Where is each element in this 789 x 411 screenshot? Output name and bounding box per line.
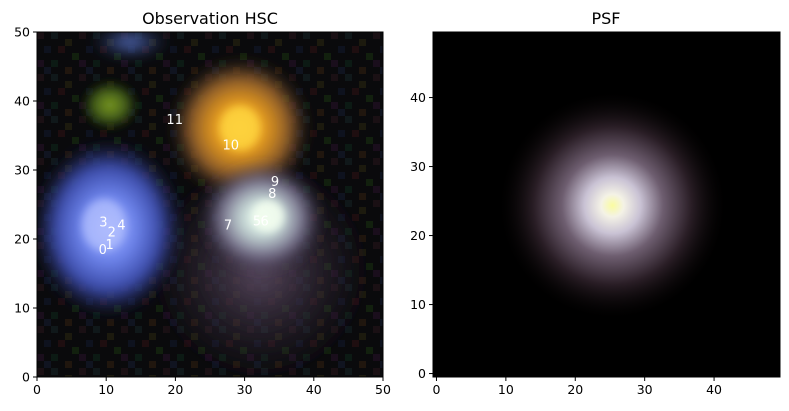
- observation-x-tick-label: 20: [167, 382, 183, 397]
- observation-y-tick-label: 10: [14, 301, 30, 316]
- psf-x-tick-label: 30: [637, 382, 653, 397]
- psf-y-tick-label: 30: [410, 159, 426, 174]
- psf-x-tick-label: 40: [706, 382, 722, 397]
- source-label: 1: [106, 238, 114, 253]
- psf-y-tick-label: 0: [418, 366, 426, 381]
- source-label: 7: [224, 219, 232, 234]
- observation-image: [37, 32, 383, 377]
- observation-y-tick-label: 30: [14, 163, 30, 178]
- psf-x-tick-label: 0: [432, 382, 440, 397]
- psf-y-tick-label: 40: [410, 90, 426, 105]
- source-label: 6: [261, 215, 269, 230]
- psf-x-tick-label: 10: [498, 382, 514, 397]
- psf-y-tick-label: 10: [410, 297, 426, 312]
- observation-axes-frame: [36, 31, 384, 378]
- observation-x-tick-label: 50: [375, 382, 391, 397]
- source-label: 5: [253, 215, 261, 230]
- observation-x-tick-label: 30: [237, 382, 253, 397]
- psf-y-tick-label: 20: [410, 228, 426, 243]
- source-label: 8: [268, 187, 276, 202]
- source-label: 0: [99, 243, 107, 258]
- psf-title: PSF: [591, 9, 620, 28]
- observation-x-tick-label: 40: [306, 382, 322, 397]
- source-label: 11: [166, 113, 183, 128]
- source-label: 9: [271, 175, 279, 190]
- source-label: 4: [117, 219, 125, 234]
- observation-y-tick-label: 40: [14, 94, 30, 109]
- source-label: 2: [108, 226, 116, 241]
- observation-y-tick-label: 20: [14, 232, 30, 247]
- psf-axes-frame: [432, 31, 781, 378]
- observation-x-tick-label: 10: [98, 382, 114, 397]
- observation-y-tick-label: 0: [22, 370, 30, 385]
- observation-title: Observation HSC: [142, 9, 278, 28]
- psf-axis-ticks: 0 10 20 30 40 0 10 20 30 40: [410, 90, 722, 397]
- psf-x-tick-label: 20: [567, 382, 583, 397]
- observation-x-tick-label: 0: [33, 382, 41, 397]
- psf-image: [433, 32, 780, 377]
- source-label: 3: [99, 215, 107, 230]
- observation-y-tick-label: 50: [14, 25, 30, 40]
- source-label: 10: [222, 139, 239, 154]
